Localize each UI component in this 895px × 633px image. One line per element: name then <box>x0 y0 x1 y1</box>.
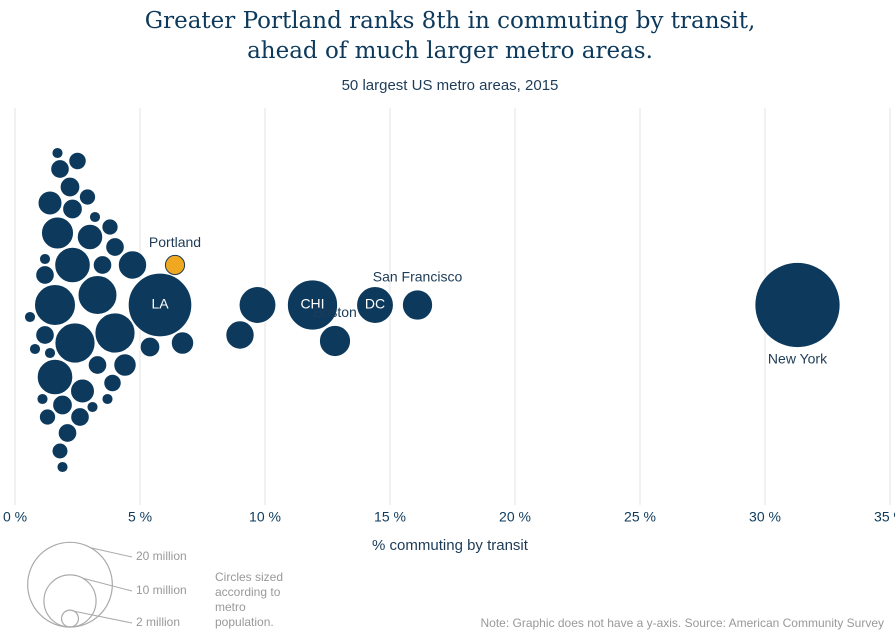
bubble <box>401 289 434 321</box>
bubble <box>77 275 118 315</box>
bubble <box>94 312 136 354</box>
legend-caption: according to <box>215 585 281 599</box>
bubble-label: DC <box>365 296 385 312</box>
bubble <box>23 310 37 324</box>
bubble <box>36 358 74 396</box>
bubble <box>117 250 148 280</box>
bubble <box>87 355 108 375</box>
bubble <box>318 324 352 358</box>
bubble <box>51 146 64 160</box>
bubble <box>225 320 255 350</box>
bubble <box>101 218 119 236</box>
bubble <box>164 254 186 276</box>
legend-leader <box>74 610 133 624</box>
bubble <box>101 392 114 406</box>
legend-label: 2 million <box>136 615 180 629</box>
bubble <box>54 322 96 364</box>
bubble <box>37 190 63 216</box>
bubble <box>52 394 73 416</box>
legend-label: 20 million <box>136 549 187 563</box>
x-tick-label: 5 % <box>128 509 152 525</box>
bubble <box>754 261 841 349</box>
bubble <box>78 188 97 206</box>
note: Note: Graphic does not have a y-axis. So… <box>480 616 884 630</box>
bubble <box>54 246 91 284</box>
bubble <box>70 407 90 427</box>
bubble-label: New York <box>768 350 828 366</box>
bubble <box>103 373 122 393</box>
bubble <box>35 325 55 345</box>
bubble <box>127 272 193 338</box>
bubble <box>43 346 57 360</box>
legend-circle <box>27 541 113 628</box>
legend-leader <box>82 577 133 592</box>
legend-caption: metro <box>215 600 246 614</box>
bubble <box>38 252 52 266</box>
bubble <box>88 210 102 224</box>
bubble <box>59 176 81 198</box>
x-tick-label: 10 % <box>249 509 281 525</box>
bubble <box>56 460 69 474</box>
bubble <box>356 286 394 324</box>
legend-circle <box>43 574 97 628</box>
bubble <box>28 342 42 356</box>
x-tick-label: 15 % <box>374 509 406 525</box>
legend-circle <box>60 609 80 628</box>
bubble <box>76 223 104 251</box>
bubble <box>139 336 161 358</box>
bubble <box>86 400 99 414</box>
chart-subtitle: 50 largest US metro areas, 2015 <box>342 77 559 94</box>
legend-leader <box>91 547 133 558</box>
bubble <box>35 265 55 285</box>
x-tick-label: 30 % <box>749 509 781 525</box>
bubble <box>38 408 57 426</box>
legend-caption: population. <box>215 615 274 629</box>
x-tick-label: 25 % <box>624 509 656 525</box>
bubble-label: LA <box>151 296 169 312</box>
bubble <box>113 353 137 377</box>
bubble <box>105 237 125 257</box>
x-axis-label: % commuting by transit <box>372 537 529 554</box>
bubble <box>40 216 75 250</box>
x-tick-label: 0 % <box>3 509 27 525</box>
bubble <box>33 283 77 327</box>
bubble <box>50 159 70 179</box>
x-tick-label: 20 % <box>499 509 531 525</box>
bubble <box>70 378 95 404</box>
x-tick-label: 35 % <box>874 509 895 525</box>
bubble-label: Boston <box>313 304 357 320</box>
bubble <box>68 151 87 171</box>
bubble <box>36 392 49 406</box>
bubble-label: CHI <box>300 296 324 312</box>
bubble <box>92 255 113 275</box>
chart-title: ahead of much larger metro areas. <box>247 38 653 64</box>
bubble <box>286 279 339 331</box>
legend-label: 10 million <box>136 583 187 597</box>
legend-caption: Circles sized <box>215 570 283 584</box>
bubble <box>51 442 69 460</box>
chart-title: Greater Portland ranks 8th in commuting … <box>145 8 756 34</box>
bubble-label: San Francisco <box>373 269 463 285</box>
bubble-label: Portland <box>149 234 201 250</box>
bubble <box>57 423 78 443</box>
bubble <box>62 198 83 220</box>
bubble <box>238 286 277 324</box>
bubble <box>170 331 195 355</box>
